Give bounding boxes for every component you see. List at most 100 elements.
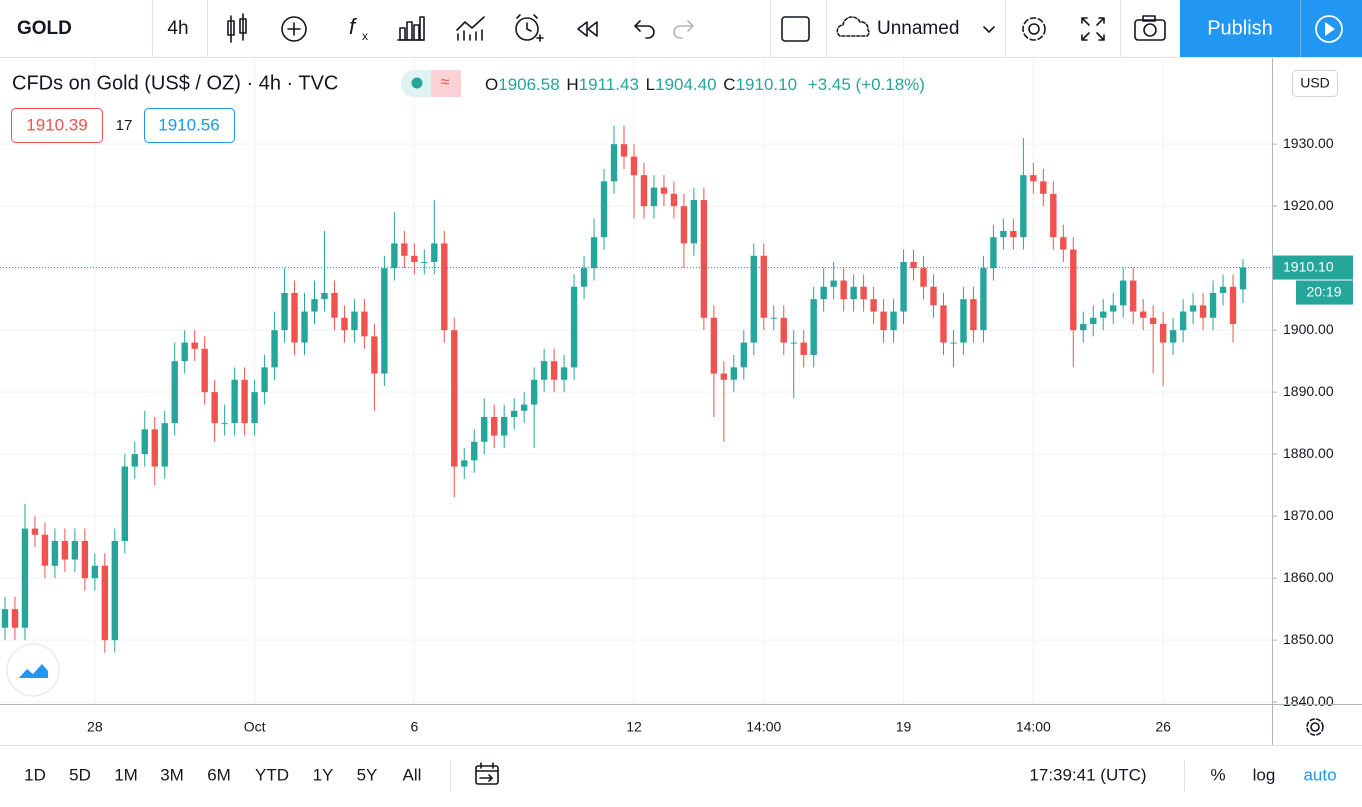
sell-box[interactable] <box>11 108 103 143</box>
currency-box[interactable] <box>1292 70 1338 97</box>
candle-body <box>131 454 138 467</box>
range-button[interactable]: 1D <box>24 765 46 784</box>
candle-body <box>101 565 109 641</box>
candle-body <box>960 299 967 343</box>
settings-button[interactable] <box>1022 17 1046 41</box>
bottom-layer: 1D 5D 1M 3M 6M YTD 1Y 5Y All% log auto <box>24 765 1336 784</box>
candle-body <box>620 144 628 157</box>
layout-menu-chevron[interactable] <box>983 26 995 33</box>
financials-button[interactable] <box>397 16 425 41</box>
candle-body <box>191 342 198 349</box>
candle-body <box>361 311 368 337</box>
candle-body <box>590 237 598 269</box>
candle-body <box>401 243 408 256</box>
candle-body <box>760 255 767 318</box>
candle-body <box>211 392 218 424</box>
symbol[interactable]: GOLD <box>17 18 72 39</box>
range-button[interactable]: 5Y <box>357 765 378 784</box>
candle-body <box>311 299 318 312</box>
candle-body <box>451 330 458 467</box>
candle-body <box>381 268 388 374</box>
candle-body <box>1189 305 1197 312</box>
y-tick-label: 1900.00 <box>1283 321 1334 337</box>
candle-body <box>1209 292 1217 318</box>
delayed-icon: ≈ <box>441 74 450 91</box>
scale-option[interactable]: % <box>1210 765 1225 784</box>
scale-option[interactable]: log <box>1253 765 1276 784</box>
range-button[interactable]: 5D <box>69 765 91 784</box>
svg-text:f: f <box>349 14 358 39</box>
redo-button[interactable] <box>673 20 694 39</box>
candle-body <box>1129 280 1137 312</box>
interval[interactable]: 4h <box>167 18 188 39</box>
candle-body <box>780 317 787 343</box>
candle-body <box>151 429 158 467</box>
candle-body <box>91 565 99 579</box>
layout-name[interactable]: Unnamed <box>877 18 959 39</box>
logo-badge[interactable] <box>6 643 60 697</box>
candle-body <box>1159 323 1167 343</box>
candle-body <box>790 342 797 344</box>
y-tick-label: 1930.00 <box>1283 135 1334 151</box>
range-button[interactable]: 1M <box>114 765 138 784</box>
y-tick-label: 1920.00 <box>1283 197 1334 213</box>
fullscreen-button[interactable] <box>1081 17 1105 41</box>
candle-body <box>51 540 59 566</box>
candle-body <box>530 379 538 405</box>
publish-button[interactable] <box>1180 0 1300 57</box>
candle-body <box>231 379 238 424</box>
candle-body <box>540 361 548 380</box>
candle-body <box>640 175 648 207</box>
candle-body <box>1229 286 1237 324</box>
legend-key: C <box>723 75 735 94</box>
layout-button[interactable] <box>781 16 810 42</box>
scale-option[interactable]: auto <box>1303 765 1336 784</box>
candle-body <box>710 317 718 374</box>
legend-value: 1906.58 <box>498 75 559 94</box>
range-button[interactable]: 6M <box>207 765 231 784</box>
candle-body <box>550 361 558 380</box>
clock[interactable]: 17:39:41 (UTC) <box>1029 765 1146 784</box>
countdown-box <box>1296 280 1353 305</box>
legend-key: H <box>566 75 578 94</box>
templates-button[interactable] <box>456 16 485 41</box>
range-button[interactable]: All <box>403 765 422 784</box>
range-button[interactable]: 3M <box>160 765 184 784</box>
legend-key: O <box>485 75 498 94</box>
compare-button[interactable] <box>281 16 307 42</box>
candle-body <box>1030 175 1037 182</box>
candle-body <box>860 286 867 300</box>
replay-button[interactable] <box>577 21 598 37</box>
candle-body <box>690 199 698 244</box>
alert-button[interactable] <box>515 14 544 42</box>
candle-body <box>730 367 738 380</box>
range-button[interactable]: 1Y <box>313 765 334 784</box>
candle-body <box>461 460 468 467</box>
candle-body <box>161 423 168 467</box>
candle-body <box>21 528 29 628</box>
candle-body <box>371 336 378 374</box>
candle-body <box>700 199 708 318</box>
goto-date-button[interactable] <box>475 762 499 785</box>
undo-button[interactable] <box>634 20 655 39</box>
chart-type-button[interactable] <box>227 13 247 43</box>
candle-body <box>41 534 49 566</box>
snapshot-button[interactable] <box>1134 15 1166 41</box>
candle-body <box>431 243 438 262</box>
sell-price: 1910.39 <box>26 115 87 134</box>
range-button[interactable]: YTD <box>255 765 289 784</box>
candle-body <box>630 156 638 176</box>
axis-settings-button[interactable] <box>1306 718 1324 736</box>
candle-body <box>141 429 148 455</box>
buy-box[interactable] <box>144 108 235 143</box>
publish-label: Publish <box>1207 17 1273 39</box>
candle-body <box>1000 230 1007 238</box>
legend-key: L <box>646 75 655 94</box>
candle-body <box>920 268 927 287</box>
candle-body <box>201 348 208 393</box>
x-tick-label: 19 <box>896 719 912 735</box>
candle-body <box>610 144 618 182</box>
y-tick-label: 1860.00 <box>1283 569 1334 585</box>
